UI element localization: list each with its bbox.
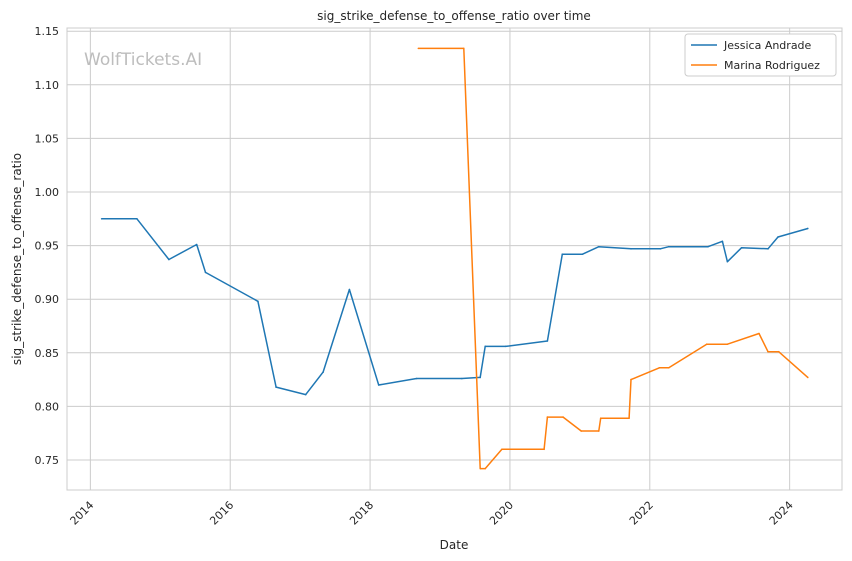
grid xyxy=(67,28,842,490)
y-tick-label: 1.05 xyxy=(35,132,60,145)
data-point xyxy=(658,367,661,369)
data-point xyxy=(546,340,549,342)
y-tick-label: 0.90 xyxy=(35,293,60,306)
data-point xyxy=(777,236,779,238)
x-axis-label: Date xyxy=(440,538,469,552)
data-point xyxy=(501,448,503,451)
data-point xyxy=(257,300,259,303)
y-tick-label: 1.10 xyxy=(35,79,60,92)
plot-frame xyxy=(66,27,843,491)
data-point xyxy=(726,260,729,263)
data-point xyxy=(304,393,307,396)
data-point xyxy=(705,343,708,346)
data-point xyxy=(543,448,545,451)
x-tick-label: 2022 xyxy=(627,499,656,528)
data-point xyxy=(630,378,632,381)
data-point xyxy=(204,271,207,274)
x-tick-label: 2018 xyxy=(347,499,376,528)
data-point xyxy=(322,371,324,373)
data-point xyxy=(168,258,170,261)
x-tick-label: 2020 xyxy=(487,499,516,528)
data-point xyxy=(504,345,507,348)
data-point xyxy=(599,417,602,419)
data-point xyxy=(417,47,420,50)
data-point xyxy=(740,246,743,249)
data-point xyxy=(195,243,198,246)
data-point xyxy=(807,376,809,379)
ticks: 2014 2016 2018 2020 2022 2024 0.75 0.80 0.85 0.90… xyxy=(35,25,796,527)
data-point xyxy=(484,467,487,470)
watermark: WolfTickets.AI xyxy=(84,50,202,70)
data-point xyxy=(767,248,769,250)
data-point xyxy=(667,367,670,369)
data-point xyxy=(562,416,564,418)
data-point xyxy=(275,386,277,388)
data-point xyxy=(581,253,584,255)
data-point xyxy=(667,245,670,248)
data-point xyxy=(100,218,103,220)
legend: Jessica Andrade Marina Rodriguez xyxy=(684,33,837,77)
y-tick-label: 0.80 xyxy=(35,400,60,413)
data-point xyxy=(546,416,549,418)
x-tick-label: 2016 xyxy=(207,499,236,528)
y-tick-label: 1.00 xyxy=(35,186,60,199)
y-tick-label: 0.95 xyxy=(35,240,60,253)
x-tick-label: 2024 xyxy=(767,499,796,528)
data-point xyxy=(561,253,564,255)
data-point xyxy=(767,350,769,353)
data-point xyxy=(136,218,138,220)
data-point xyxy=(479,376,482,379)
chart-title: sig_strike_defense_to_offense_ratio over… xyxy=(317,9,591,23)
data-point xyxy=(659,248,662,250)
series-line-jessica-andrade xyxy=(101,218,809,396)
data-point xyxy=(415,377,418,380)
data-point xyxy=(628,417,630,419)
y-axis-label: sig_strike_defense_to_offense_ratio xyxy=(10,153,24,365)
data-point xyxy=(777,350,780,353)
data-point xyxy=(580,430,583,432)
data-point xyxy=(479,467,482,470)
y-tick-label: 1.15 xyxy=(35,25,60,38)
data-point xyxy=(630,248,632,250)
data-point xyxy=(462,47,465,50)
series-lines xyxy=(100,47,809,470)
x-tick-label: 2014 xyxy=(68,499,97,528)
data-point xyxy=(484,345,487,348)
legend-entry: Marina Rodriguez xyxy=(724,59,820,72)
legend-box xyxy=(684,33,837,77)
data-point xyxy=(726,343,729,346)
data-point xyxy=(377,384,380,386)
series-line-marina-rodriguez xyxy=(418,47,809,470)
data-point xyxy=(758,332,760,335)
legend-entry: Jessica Andrade xyxy=(723,39,812,52)
data-point xyxy=(707,245,709,248)
data-point xyxy=(598,430,600,432)
y-tick-label: 0.85 xyxy=(35,347,60,360)
data-point xyxy=(807,227,809,230)
y-tick-label: 0.75 xyxy=(35,454,60,467)
data-point xyxy=(348,288,351,291)
data-point xyxy=(721,240,724,243)
data-point xyxy=(461,377,463,380)
data-point xyxy=(598,245,600,248)
